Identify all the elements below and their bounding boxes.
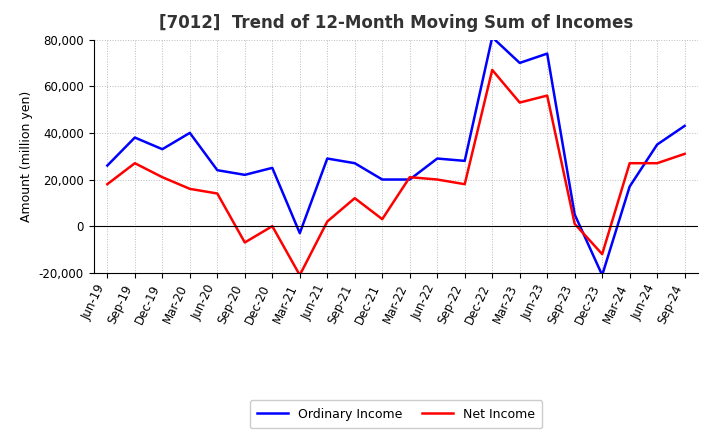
Net Income [488, 67, 497, 73]
Ordinary Income [323, 156, 332, 161]
Ordinary Income [351, 161, 359, 166]
Title: [7012]  Trend of 12-Month Moving Sum of Incomes: [7012] Trend of 12-Month Moving Sum of I… [159, 15, 633, 33]
Net Income [405, 175, 414, 180]
Line: Ordinary Income: Ordinary Income [107, 37, 685, 275]
Net Income [598, 252, 606, 257]
Legend: Ordinary Income, Net Income: Ordinary Income, Net Income [250, 400, 542, 428]
Ordinary Income [570, 212, 579, 217]
Net Income [543, 93, 552, 98]
Ordinary Income [488, 35, 497, 40]
Ordinary Income [268, 165, 276, 170]
Ordinary Income [130, 135, 139, 140]
Net Income [570, 221, 579, 227]
Ordinary Income [598, 272, 606, 278]
Net Income [295, 272, 304, 278]
Ordinary Income [460, 158, 469, 164]
Net Income [323, 219, 332, 224]
Net Income [433, 177, 441, 182]
Net Income [130, 161, 139, 166]
Net Income [158, 175, 166, 180]
Ordinary Income [433, 156, 441, 161]
Net Income [378, 216, 387, 222]
Ordinary Income [213, 168, 222, 173]
Net Income [516, 100, 524, 105]
Net Income [240, 240, 249, 245]
Ordinary Income [626, 184, 634, 189]
Net Income [460, 182, 469, 187]
Ordinary Income [240, 172, 249, 177]
Net Income [213, 191, 222, 196]
Line: Net Income: Net Income [107, 70, 685, 275]
Net Income [626, 161, 634, 166]
Ordinary Income [158, 147, 166, 152]
Ordinary Income [516, 60, 524, 66]
Net Income [268, 224, 276, 229]
Ordinary Income [186, 130, 194, 136]
Ordinary Income [543, 51, 552, 56]
Ordinary Income [653, 142, 662, 147]
Net Income [351, 195, 359, 201]
Ordinary Income [103, 163, 112, 168]
Ordinary Income [378, 177, 387, 182]
Net Income [186, 186, 194, 191]
Net Income [103, 182, 112, 187]
Y-axis label: Amount (million yen): Amount (million yen) [20, 91, 33, 222]
Ordinary Income [295, 231, 304, 236]
Net Income [680, 151, 689, 157]
Net Income [653, 161, 662, 166]
Ordinary Income [680, 123, 689, 128]
Ordinary Income [405, 177, 414, 182]
